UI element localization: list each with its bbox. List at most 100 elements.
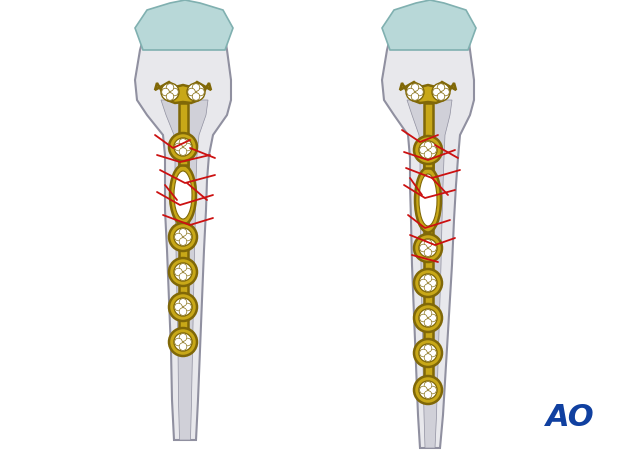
Ellipse shape [169, 258, 197, 286]
Polygon shape [135, 0, 233, 50]
Circle shape [192, 93, 200, 100]
Circle shape [420, 386, 427, 394]
Circle shape [174, 298, 192, 316]
Ellipse shape [414, 304, 442, 332]
Circle shape [166, 84, 174, 91]
Ellipse shape [414, 269, 442, 297]
Circle shape [424, 354, 432, 361]
Polygon shape [400, 82, 456, 103]
Circle shape [428, 279, 436, 287]
Bar [179, 103, 187, 140]
Bar [179, 147, 187, 342]
Circle shape [179, 148, 187, 156]
Circle shape [179, 308, 187, 315]
Ellipse shape [419, 174, 437, 226]
Text: AO: AO [546, 403, 595, 432]
Circle shape [407, 88, 414, 96]
Circle shape [179, 139, 187, 146]
Circle shape [179, 343, 187, 350]
Circle shape [428, 386, 436, 394]
Circle shape [416, 88, 423, 96]
Polygon shape [135, 25, 231, 440]
Circle shape [424, 284, 432, 291]
Circle shape [419, 309, 437, 327]
Circle shape [420, 349, 427, 357]
Circle shape [424, 142, 432, 149]
Circle shape [420, 279, 427, 287]
Ellipse shape [414, 136, 442, 164]
Circle shape [420, 146, 427, 154]
Circle shape [179, 229, 187, 236]
Circle shape [188, 88, 195, 96]
Bar [423, 103, 433, 143]
Circle shape [174, 263, 192, 281]
Circle shape [432, 83, 450, 101]
Circle shape [428, 244, 436, 252]
Circle shape [437, 93, 445, 100]
Circle shape [424, 391, 432, 398]
Circle shape [424, 274, 432, 282]
Circle shape [184, 233, 192, 241]
Circle shape [419, 381, 437, 399]
Ellipse shape [414, 376, 442, 404]
Circle shape [184, 338, 192, 346]
Circle shape [420, 314, 427, 322]
Ellipse shape [414, 234, 442, 262]
Circle shape [175, 303, 182, 311]
Ellipse shape [415, 168, 441, 233]
Circle shape [424, 319, 432, 326]
Ellipse shape [169, 133, 197, 161]
Circle shape [166, 93, 174, 100]
Circle shape [411, 93, 418, 100]
Circle shape [428, 314, 436, 322]
Circle shape [170, 88, 179, 96]
Ellipse shape [170, 165, 196, 225]
Circle shape [420, 244, 427, 252]
Circle shape [419, 274, 437, 292]
Circle shape [175, 338, 182, 346]
Bar [179, 140, 187, 165]
Circle shape [184, 143, 192, 151]
Circle shape [433, 88, 440, 96]
Circle shape [424, 240, 432, 247]
Circle shape [184, 303, 192, 311]
Circle shape [174, 138, 192, 156]
Circle shape [424, 381, 432, 389]
Polygon shape [382, 0, 476, 50]
Circle shape [437, 84, 445, 91]
Circle shape [179, 299, 187, 306]
Circle shape [162, 88, 169, 96]
Ellipse shape [169, 223, 197, 251]
Ellipse shape [169, 328, 197, 356]
Polygon shape [161, 100, 208, 440]
Circle shape [424, 310, 432, 317]
Circle shape [424, 151, 432, 158]
Circle shape [419, 239, 437, 257]
Circle shape [175, 143, 182, 151]
Circle shape [419, 344, 437, 362]
Circle shape [175, 268, 182, 276]
Ellipse shape [174, 171, 192, 219]
Circle shape [187, 83, 205, 101]
Ellipse shape [414, 339, 442, 367]
Polygon shape [407, 100, 452, 448]
Circle shape [441, 88, 450, 96]
Circle shape [161, 83, 179, 101]
Circle shape [424, 249, 432, 257]
Circle shape [179, 263, 187, 271]
Circle shape [424, 345, 432, 352]
Circle shape [175, 233, 182, 241]
Circle shape [174, 333, 192, 351]
Ellipse shape [169, 293, 197, 321]
Circle shape [411, 84, 418, 91]
Circle shape [428, 146, 436, 154]
Circle shape [192, 84, 200, 91]
Circle shape [406, 83, 424, 101]
Bar [423, 150, 433, 390]
Circle shape [184, 268, 192, 276]
Circle shape [419, 141, 437, 159]
Circle shape [174, 228, 192, 246]
Bar [423, 143, 433, 168]
Polygon shape [382, 22, 474, 448]
Circle shape [179, 334, 187, 341]
